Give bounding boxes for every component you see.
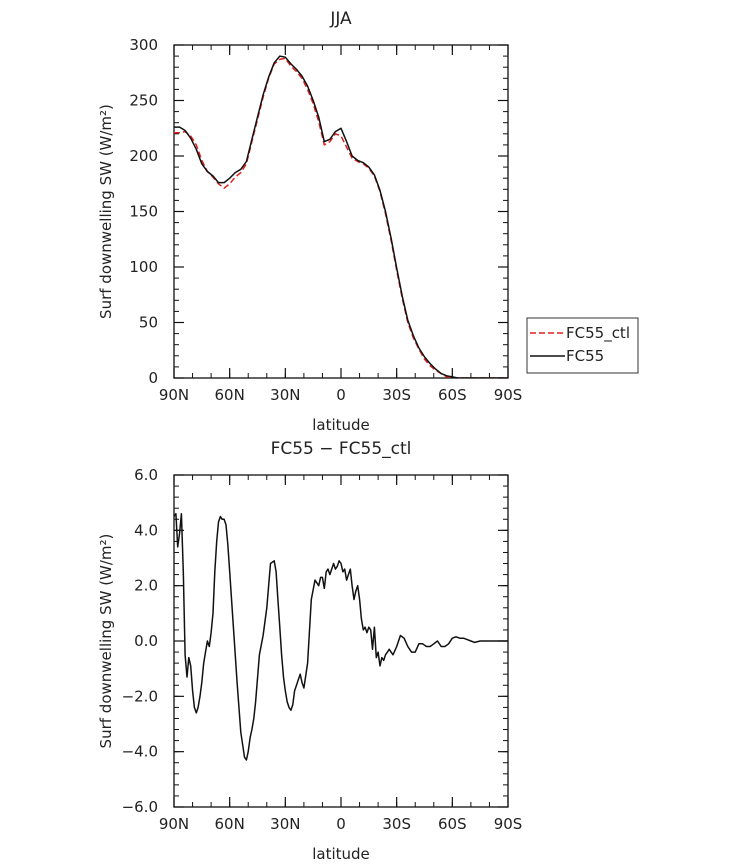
x-tick-label: 0 xyxy=(336,815,346,833)
y-tick-label: 2.0 xyxy=(134,577,158,595)
x-tick-label: 30N xyxy=(270,815,300,833)
y-axis-label: Surf downwelling SW (W/m²) xyxy=(97,534,115,749)
chart-title: JJA xyxy=(329,9,352,29)
x-tick-label: 60S xyxy=(438,386,467,404)
x-axis-label: latitude xyxy=(312,416,370,434)
plot-frame xyxy=(173,44,509,379)
y-tick-label: 100 xyxy=(129,258,158,276)
plot-frame xyxy=(173,474,509,808)
x-tick-label: 30N xyxy=(270,386,300,404)
y-tick-label: −4.0 xyxy=(122,743,158,761)
x-tick-label: 90N xyxy=(159,815,189,833)
x-axis-label: latitude xyxy=(312,845,370,863)
y-tick-label: 4.0 xyxy=(134,521,158,539)
legend-label: FC55_ctl xyxy=(566,324,630,343)
series-line-fc55-ctl xyxy=(174,57,508,378)
legend-box xyxy=(526,317,639,374)
legend-label: FC55 xyxy=(566,347,604,365)
x-tick-label: 90S xyxy=(494,386,523,404)
y-tick-label: 0.0 xyxy=(134,632,158,650)
y-tick-label: 50 xyxy=(139,314,158,332)
y-tick-label: 200 xyxy=(129,147,158,165)
x-tick-label: 30S xyxy=(382,815,411,833)
x-tick-label: 90S xyxy=(494,815,523,833)
x-tick-label: 30S xyxy=(382,386,411,404)
x-tick-label: 60S xyxy=(438,815,467,833)
y-tick-label: 6.0 xyxy=(134,466,158,484)
y-axis-label: Surf downwelling SW (W/m²) xyxy=(97,104,115,319)
y-tick-label: 250 xyxy=(129,92,158,110)
chart-title: FC55 − FC55_ctl xyxy=(271,439,412,459)
y-tick-label: 150 xyxy=(129,203,158,221)
series-line xyxy=(174,512,508,761)
x-tick-label: 90N xyxy=(159,386,189,404)
y-tick-label: 0 xyxy=(148,369,158,387)
x-tick-label: 60N xyxy=(215,815,245,833)
series-line-fc55 xyxy=(174,55,508,378)
y-tick-label: −6.0 xyxy=(122,798,158,816)
x-tick-label: 60N xyxy=(215,386,245,404)
x-tick-label: 0 xyxy=(336,386,346,404)
y-tick-label: 300 xyxy=(129,36,158,54)
y-tick-label: −2.0 xyxy=(122,687,158,705)
